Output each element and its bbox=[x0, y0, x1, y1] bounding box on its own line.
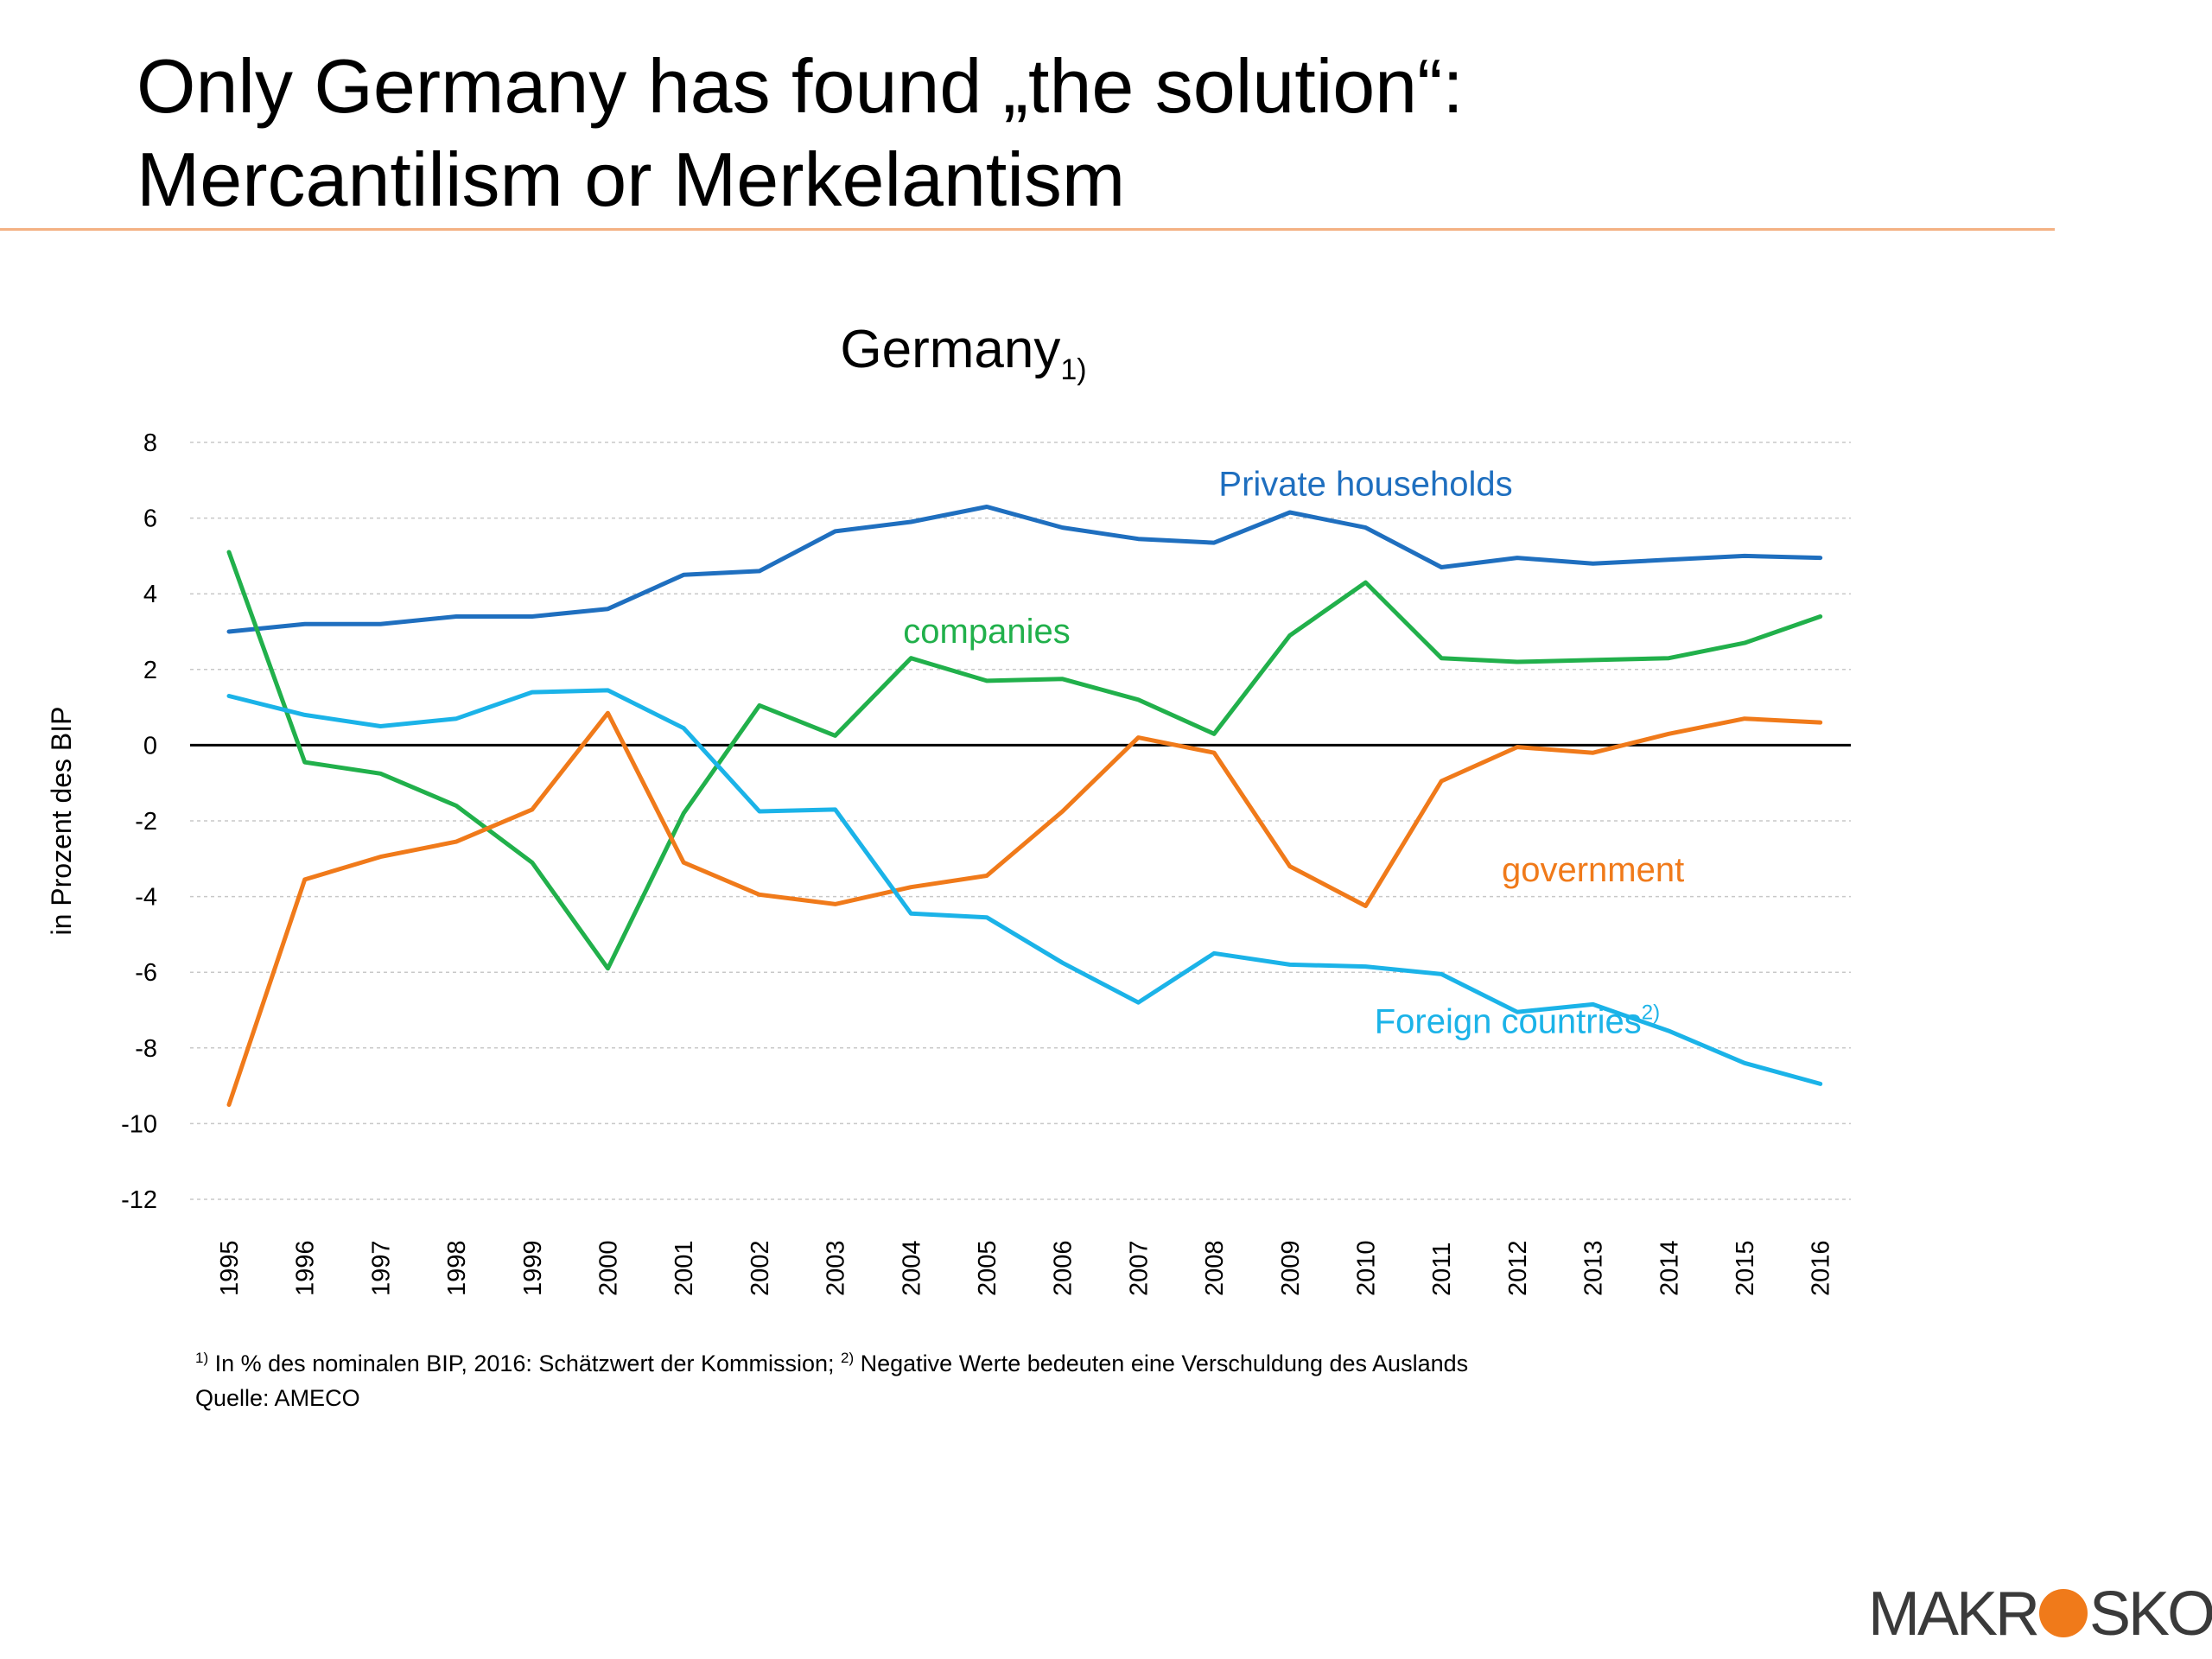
y-tick-label: -4 bbox=[135, 884, 157, 912]
x-tick-label: 2014 bbox=[1656, 1240, 1683, 1296]
series-label-text: Private households bbox=[1218, 465, 1512, 503]
x-tick-label: 1997 bbox=[367, 1240, 395, 1296]
x-tick-label: 1999 bbox=[519, 1240, 547, 1296]
series-label-foreign-countries: Foreign countries2) bbox=[1375, 1001, 1660, 1040]
x-tick-label: 1995 bbox=[216, 1240, 244, 1296]
slide-title: Only Germany has found „the solution“: M… bbox=[137, 40, 1464, 226]
makroskop-logo: MAKR SKOP bbox=[1868, 1580, 2212, 1649]
x-tick-label: 2005 bbox=[974, 1240, 1001, 1296]
x-tick-label: 2001 bbox=[671, 1240, 698, 1296]
line-chart: 8 6 4 2 0 -2 -4 -6 -8 -10 -12 1995 1996 1997 1998 1999 2… bbox=[46, 320, 1851, 1296]
x-tick-label: 2004 bbox=[898, 1240, 925, 1296]
chart-title-text: Germany bbox=[840, 320, 1060, 379]
x-tick-label: 2006 bbox=[1050, 1240, 1077, 1296]
y-tick-label: 2 bbox=[143, 657, 157, 684]
footnote: 1) In % des nominalen BIP, 2016: Schätzw… bbox=[195, 1341, 1468, 1415]
y-tick-label: -2 bbox=[135, 808, 157, 836]
slide-title-line1: Only Germany has found „the solution“: bbox=[137, 43, 1464, 129]
x-tick-label: 2009 bbox=[1277, 1240, 1305, 1296]
y-tick-label: -12 bbox=[121, 1186, 157, 1214]
x-tick-label: 2002 bbox=[747, 1240, 774, 1296]
y-tick-label: -8 bbox=[135, 1035, 157, 1063]
y-tick-label: 6 bbox=[143, 505, 157, 533]
x-tick-label: 2016 bbox=[1808, 1240, 1835, 1296]
footnote-marker-2: 2) bbox=[841, 1350, 855, 1366]
series-line-government bbox=[226, 710, 1823, 1107]
chart-title-footnote: 1) bbox=[1060, 353, 1086, 386]
x-tick-label: 2003 bbox=[823, 1240, 850, 1296]
y-tick-label: -6 bbox=[135, 959, 157, 987]
footnote-marker-1: 1) bbox=[195, 1350, 209, 1366]
series-label-government: government bbox=[1502, 851, 1684, 889]
logo-text-left: MAKR bbox=[1868, 1580, 2040, 1649]
y-tick-label: 0 bbox=[143, 732, 157, 760]
logo-dot bbox=[2039, 1589, 2088, 1637]
y-tick-label: 8 bbox=[143, 429, 157, 457]
x-tick-label: 2008 bbox=[1201, 1240, 1229, 1296]
x-tick-label: 1996 bbox=[292, 1240, 320, 1296]
series-label-text: government bbox=[1502, 851, 1684, 889]
x-tick-label: 2007 bbox=[1125, 1240, 1153, 1296]
y-axis-label: in Prozent des BIP bbox=[46, 706, 77, 935]
footnote-text-2: Negative Werte bedeuten eine Verschuldun… bbox=[854, 1351, 1469, 1376]
source-line: Quelle: AMECO bbox=[195, 1385, 360, 1411]
x-tick-label: 2011 bbox=[1428, 1243, 1456, 1296]
chart-title: Germany1) bbox=[840, 320, 1086, 386]
series-label-companies: companies bbox=[903, 613, 1070, 651]
series-label-text: companies bbox=[903, 613, 1070, 651]
series-line-private-households bbox=[226, 505, 1823, 634]
title-divider bbox=[0, 228, 2055, 231]
x-tick-label: 2010 bbox=[1353, 1240, 1381, 1296]
x-tick-label: 2012 bbox=[1504, 1240, 1532, 1296]
footnote-text-1: In % des nominalen BIP, 2016: Schätzwert… bbox=[208, 1351, 841, 1376]
series-label-text: Foreign countries bbox=[1375, 1002, 1642, 1040]
series-line-companies bbox=[226, 550, 1823, 971]
series-line-foreign-countries bbox=[226, 688, 1823, 1086]
x-tick-label: 1998 bbox=[443, 1240, 471, 1296]
series-label-private-households: Private households bbox=[1218, 465, 1512, 503]
y-tick-label: -10 bbox=[121, 1110, 157, 1138]
y-tick-label: 4 bbox=[143, 581, 157, 608]
slide-title-line2: Mercantilism or Merkelantism bbox=[137, 137, 1126, 222]
footnote-line: 1) In % des nominalen BIP, 2016: Schätzw… bbox=[195, 1341, 1468, 1381]
x-tick-label: 2013 bbox=[1580, 1240, 1608, 1296]
x-tick-label: 2000 bbox=[595, 1240, 623, 1296]
logo-text-right: SKOP bbox=[2089, 1580, 2212, 1649]
x-tick-label: 2015 bbox=[1732, 1240, 1759, 1296]
series-label-footnote: 2) bbox=[1642, 1001, 1660, 1024]
